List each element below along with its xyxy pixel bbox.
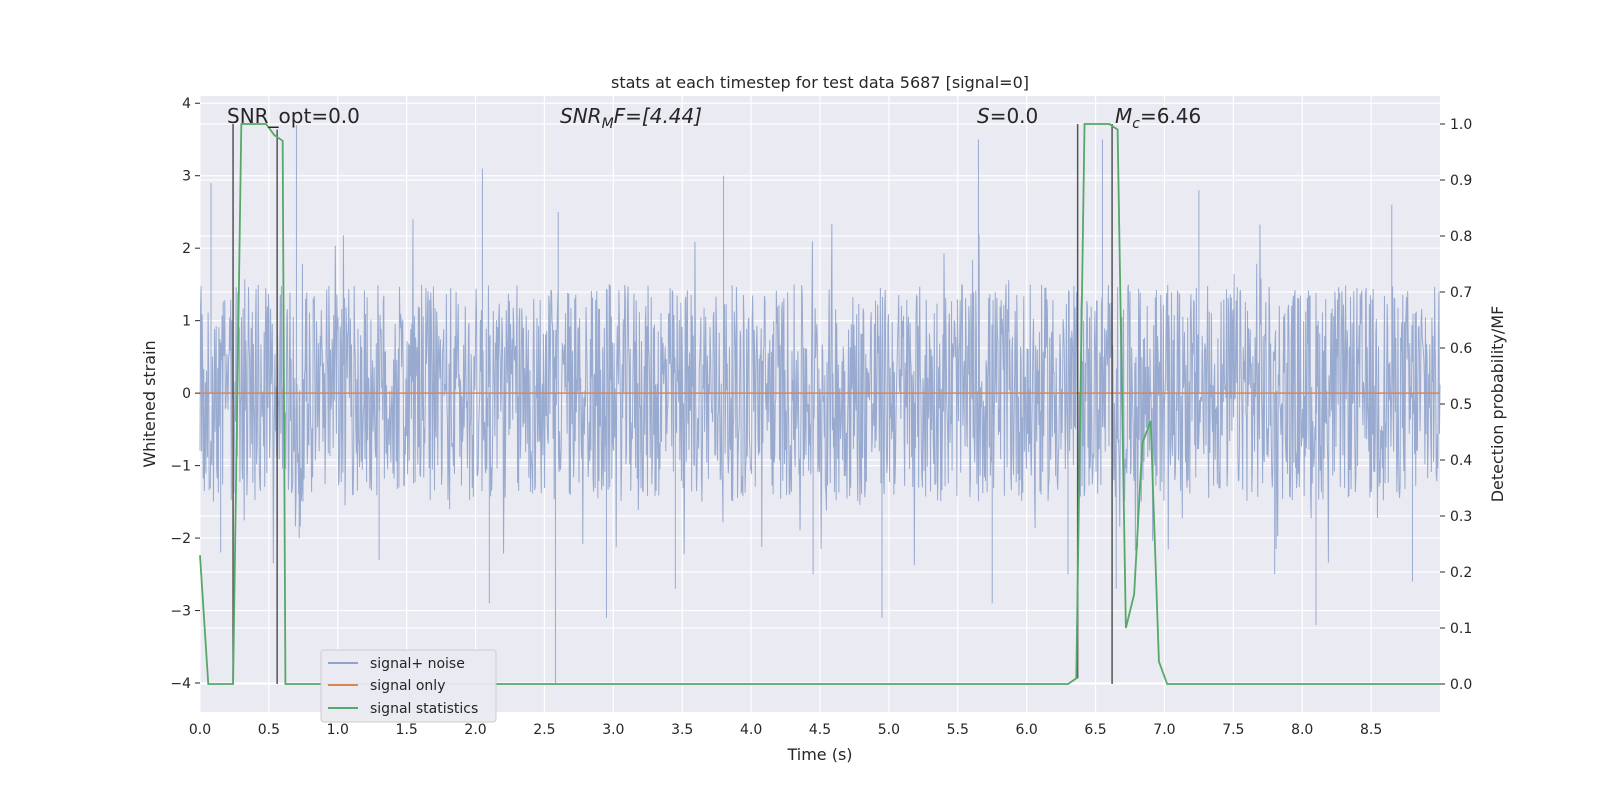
annotation-s-rest: =0.0 [990,104,1039,128]
x-tick-label: 6.5 [1084,722,1106,738]
signal-statistics-line [199,123,1440,685]
y2-tick-label: 0.0 [1450,677,1472,693]
y2-tick-label: 0.4 [1450,453,1472,469]
y-tick-label: 2 [182,241,191,257]
x-tick-label: 1.5 [396,722,418,738]
annotation-snr-mf: SNRMF=[4.44] [560,104,702,132]
x-tick-label: 7.5 [1222,722,1244,738]
signal-noise-line [199,124,1441,684]
y2-tick-label: 0.2 [1450,565,1472,581]
y2-tick-label: 0.1 [1450,621,1472,637]
legend-box [320,649,497,723]
legend-label-noise: signal+ noise [370,656,465,672]
y-tick-label: −3 [170,604,191,620]
x-tick-label: 3.0 [602,722,624,738]
annotation-mc-main: M [1115,104,1132,128]
x-tick-label: 4.0 [740,722,762,738]
y-tick-label: 4 [182,96,191,112]
x-tick-label: 2.5 [533,722,555,738]
signal-noise-series [199,124,1441,684]
annotation-mc: Mc=6.46 [1115,104,1201,132]
y-tick-label: 3 [182,169,191,185]
annotation-s-main: S [977,104,990,128]
y2-tick-label: 0.5 [1450,397,1472,413]
y-tick-label: 1 [182,314,191,330]
y-axis-label: Whitened strain [140,340,159,467]
x-tick-label: 8.5 [1360,722,1382,738]
y2-tick-label: 0.6 [1450,341,1472,357]
y-axis-ticks: 4 3 2 1 0 −1 −2 −3 −4 [170,96,200,692]
y-tick-label: −1 [170,459,191,475]
x-tick-label: 6.0 [1016,722,1038,738]
y2-tick-label: 1.0 [1450,117,1472,133]
y2-tick-label: 0.9 [1450,173,1472,189]
annotation-mc-rest: =6.46 [1140,104,1201,128]
x-tick-label: 3.5 [671,722,693,738]
y2-axis-label: Detection probability/MF [1488,306,1507,503]
legend: signal+ noise signal only signal statist… [320,649,497,723]
x-tick-label: 1.0 [327,722,349,738]
y-tick-label: 0 [182,386,191,402]
y2-tick-label: 0.7 [1450,285,1472,301]
x-axis-ticks: 0.0 0.5 1.0 1.5 2.0 2.5 3.0 3.5 4.0 4.5 5.0 5.5 6.0 6… [189,722,1382,738]
legend-label-signal: signal only [370,678,445,694]
x-tick-label: 4.5 [809,722,831,738]
annotation-mc-sub: c [1132,116,1140,132]
y2-axis-ticks: 1.0 0.9 0.8 0.7 0.6 0.5 0.4 0.3 0.2 0.1 0.0 [1440,117,1472,693]
x-tick-label: 0.0 [189,722,211,738]
y2-tick-label: 0.8 [1450,229,1472,245]
x-tick-label: 2.0 [464,722,486,738]
x-tick-label: 7.0 [1153,722,1175,738]
y-tick-label: −4 [170,676,191,692]
annotation-snr-mf-main: SNR [560,104,602,128]
x-axis-label: Time (s) [786,745,852,764]
annotation-snr-mf-rest: F=[4.44] [614,104,702,128]
annotation-s: S=0.0 [977,104,1038,128]
y2-tick-label: 0.3 [1450,509,1472,525]
chart-title: stats at each timestep for test data 568… [611,73,1029,92]
x-tick-label: 0.5 [258,722,280,738]
y-tick-label: −2 [170,531,191,547]
annotation-snr-mf-sub: M [602,116,614,132]
annotation-snr-opt: SNR_opt=0.0 [227,104,360,128]
legend-label-statistics: signal statistics [370,701,478,717]
x-tick-label: 8.0 [1291,722,1313,738]
x-tick-label: 5.0 [878,722,900,738]
signal-statistics-series [199,123,1440,685]
marker-lines [232,124,1113,684]
x-tick-label: 5.5 [947,722,969,738]
